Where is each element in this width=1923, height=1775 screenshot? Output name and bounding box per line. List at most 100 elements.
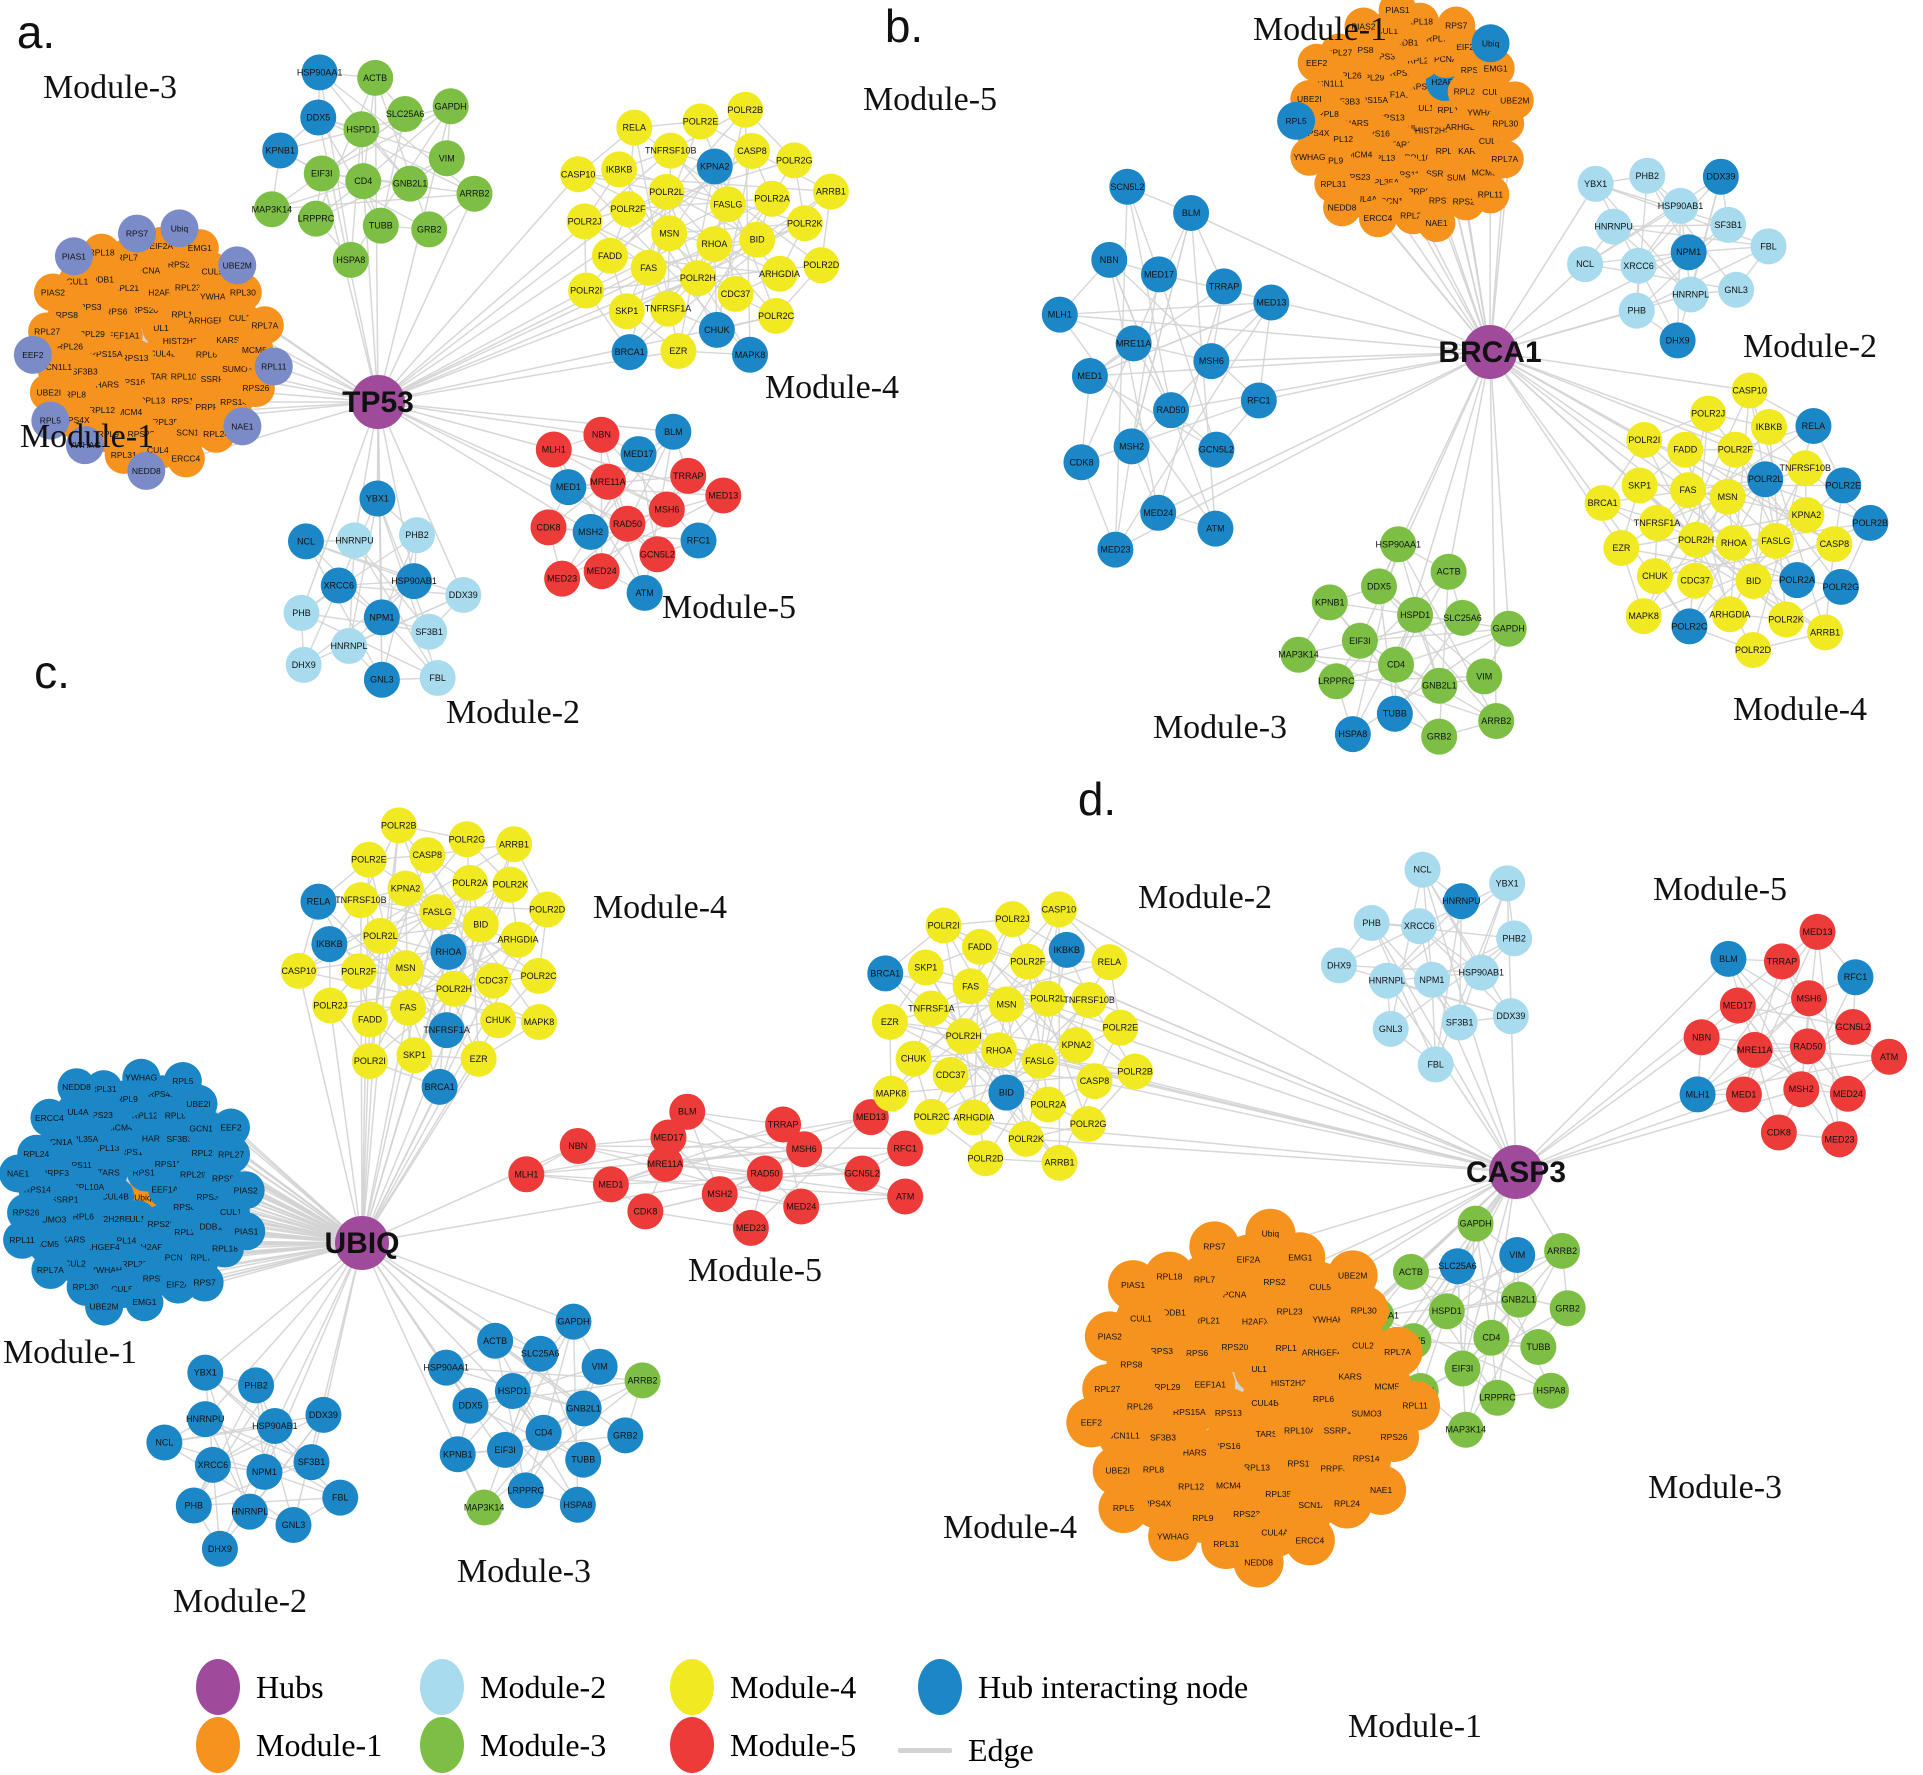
node-TNFRSF1A[interactable]: TNFRSF1A [645,290,692,327]
node-BLM[interactable]: BLM [1173,195,1210,232]
node-POLR2D[interactable]: POLR2D [1735,632,1772,669]
node-SKP1[interactable]: SKP1 [907,949,944,986]
node-TNFRSF1A[interactable]: TNFRSF1A [1634,504,1681,541]
node-MSN[interactable]: MSN [1709,478,1746,515]
node-MLH1[interactable]: MLH1 [508,1156,545,1193]
node-FASLG[interactable]: FASLG [1021,1042,1058,1079]
node-FASLG[interactable]: FASLG [1757,522,1794,559]
node-MAP3K14[interactable]: MAP3K14 [464,1489,505,1526]
node-PHB[interactable]: PHB [175,1487,212,1524]
node-MED1[interactable]: MED1 [550,469,587,506]
node-CD4[interactable]: CD4 [1473,1319,1510,1356]
node-POLR2I[interactable]: POLR2I [1626,422,1663,459]
node-MED23[interactable]: MED23 [544,560,581,597]
node-EZR[interactable]: EZR [871,1003,908,1040]
node-PIAS2[interactable]: PIAS2 [33,273,72,312]
hub-node-CASP3[interactable]: CASP3 [1466,1145,1566,1199]
node-SKP1[interactable]: SKP1 [396,1037,433,1074]
node-RELA[interactable]: RELA [1795,407,1832,444]
node-ATM[interactable]: ATM [1197,510,1234,547]
node-CDC37[interactable]: CDC37 [717,275,754,312]
node-ACTB[interactable]: ACTB [1392,1253,1429,1290]
node-ARRB2[interactable]: ARRB2 [1478,702,1515,739]
node-UBE2M[interactable]: UBE2M [1495,81,1534,120]
node-SCN5L2[interactable]: SCN5L2 [1109,168,1146,205]
node-MSH2[interactable]: MSH2 [701,1176,738,1213]
node-POLR2K[interactable]: POLR2K [1008,1120,1045,1157]
node-CD4[interactable]: CD4 [345,163,382,200]
node-POLR2E[interactable]: POLR2E [1825,467,1862,504]
node-POLR2J[interactable]: POLR2J [312,987,349,1024]
node-FADD[interactable]: FADD [591,237,628,274]
node-BID[interactable]: BID [1735,563,1772,600]
node-GNL3[interactable]: GNL3 [1718,271,1755,308]
node-DDX39[interactable]: DDX39 [445,576,482,613]
node-BLM[interactable]: BLM [1710,940,1747,977]
node-MSH2[interactable]: MSH2 [1783,1071,1820,1108]
node-RPL7A[interactable]: RPL7A [31,1251,70,1290]
node-ARRB1[interactable]: ARRB1 [496,826,533,863]
node-MLH1[interactable]: MLH1 [1041,296,1078,333]
node-TNFRSF10B[interactable]: TNFRSF10B [1779,450,1831,487]
node-GCN5L2[interactable]: GCN5L2 [639,536,676,573]
node-BRCA1[interactable]: BRCA1 [867,955,904,992]
node-BRCA1[interactable]: BRCA1 [1584,484,1621,521]
node-CDC37[interactable]: CDC37 [932,1056,969,1093]
node-PIAS2[interactable]: PIAS2 [1084,1311,1135,1362]
node-MAP3K14[interactable]: MAP3K14 [252,191,293,228]
node-GNL3[interactable]: GNL3 [1372,1010,1409,1047]
node-PIAS2[interactable]: PIAS2 [226,1171,265,1210]
node-EIF3I[interactable]: EIF3I [1341,622,1378,659]
node-ARRB1[interactable]: ARRB1 [812,173,849,210]
node-IKBKB[interactable]: IKBKB [311,926,348,963]
node-MED24[interactable]: MED24 [1829,1075,1866,1112]
node-BID[interactable]: BID [739,221,776,258]
node-NEDD8[interactable]: NEDD8 [1233,1537,1284,1588]
node-ARRB2[interactable]: ARRB2 [1544,1232,1581,1269]
node-GRB2[interactable]: GRB2 [607,1417,644,1454]
node-HNRNPL[interactable]: HNRNPL [1369,962,1406,999]
node-POLR2K[interactable]: POLR2K [786,205,823,242]
node-CDK8[interactable]: CDK8 [1760,1114,1797,1151]
node-POLR2A[interactable]: POLR2A [452,864,489,901]
node-BRCA1[interactable]: BRCA1 [611,334,648,371]
node-XRCC6[interactable]: XRCC6 [194,1446,231,1483]
node-PHB[interactable]: PHB [1618,292,1655,329]
node-TNFRSF1A[interactable]: TNFRSF1A [423,1012,470,1049]
node-MAP3K14[interactable]: MAP3K14 [1445,1411,1486,1448]
node-HSP90AB1[interactable]: HSP90AB1 [1458,954,1504,991]
node-POLR2F[interactable]: POLR2F [340,953,377,990]
node-EEF2[interactable]: EEF2 [13,335,52,374]
node-MAP3K14[interactable]: MAP3K14 [1278,636,1319,673]
node-DDX5[interactable]: DDX5 [452,1387,489,1424]
node-BLM[interactable]: BLM [655,413,692,450]
node-HNRNPL[interactable]: HNRNPL [231,1493,268,1530]
node-ARRB2[interactable]: ARRB2 [624,1362,661,1399]
node-ATM[interactable]: ATM [1871,1038,1908,1075]
node-EEF2[interactable]: EEF2 [211,1108,250,1147]
node-PHB2[interactable]: PHB2 [1629,157,1666,194]
node-RHOA[interactable]: RHOA [430,933,467,970]
node-POLR2F[interactable]: POLR2F [610,191,646,228]
hub-node-UBIQ[interactable]: UBIQ [325,1216,400,1270]
hub-node-TP53[interactable]: TP53 [342,375,414,429]
node-POLR2K[interactable]: POLR2K [492,866,529,903]
node-GRB2[interactable]: GRB2 [1549,1290,1586,1327]
node-ATM[interactable]: ATM [626,574,663,611]
node-TUBB[interactable]: TUBB [362,207,399,244]
node-PHB2[interactable]: PHB2 [399,517,436,554]
node-VIM[interactable]: VIM [581,1348,618,1385]
node-GNB2L1[interactable]: GNB2L1 [1500,1281,1537,1318]
node-POLR2D[interactable]: POLR2D [967,1140,1004,1177]
node-RHOA[interactable]: RHOA [1715,524,1752,561]
node-POLR2I[interactable]: POLR2I [568,272,605,309]
node-HSPA8[interactable]: HSPA8 [1532,1372,1569,1409]
node-PHB2[interactable]: PHB2 [238,1367,275,1404]
node-LRPPRC[interactable]: LRPPRC [1479,1379,1516,1416]
node-POLR2B[interactable]: POLR2B [1852,504,1889,541]
node-POLR2B[interactable]: POLR2B [380,807,417,844]
node-POLR2J[interactable]: POLR2J [566,203,603,240]
node-BRCA1[interactable]: BRCA1 [421,1068,458,1105]
node-POLR2E[interactable]: POLR2E [350,841,387,878]
node-BLM[interactable]: BLM [669,1093,706,1130]
